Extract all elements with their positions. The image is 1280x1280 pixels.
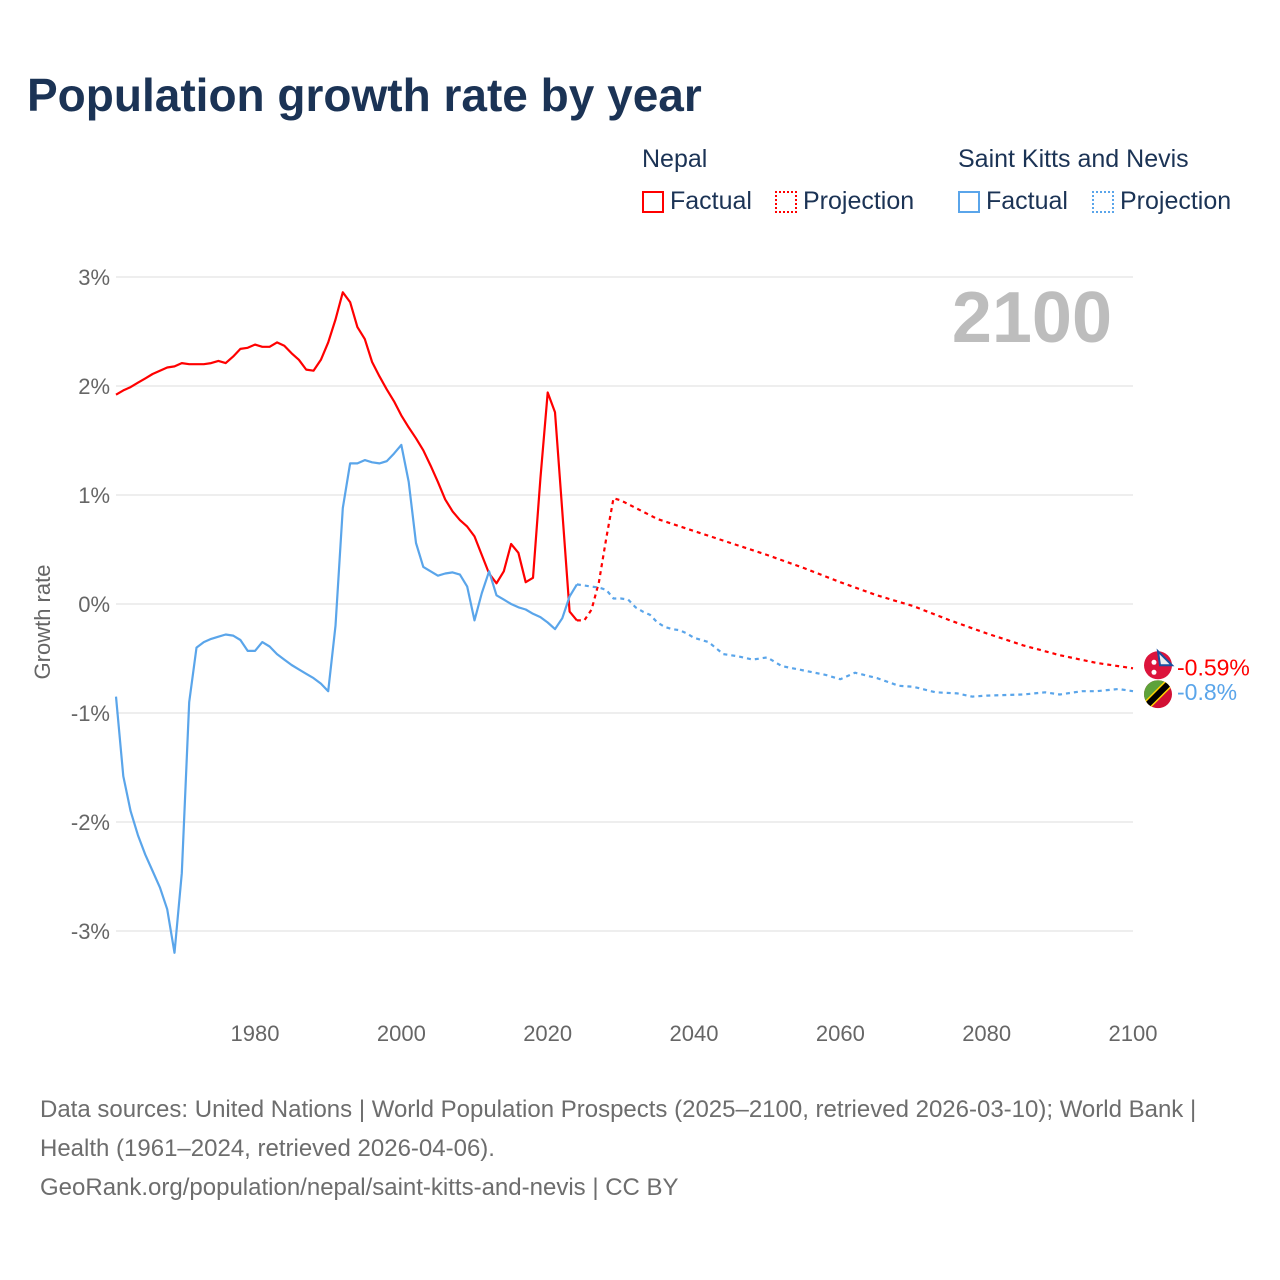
legend-skn-projection[interactable]: Projection	[1092, 187, 1231, 216]
footer: Data sources: United Nations | World Pop…	[40, 1090, 1240, 1207]
y-axis-label: Growth rate	[30, 565, 55, 680]
y-tick-label: 0%	[78, 592, 110, 617]
data-sources: Data sources: United Nations | World Pop…	[40, 1096, 1197, 1162]
flag-sun	[1151, 669, 1157, 675]
series-line-nepal-projection	[576, 497, 1134, 670]
flag-black	[1144, 680, 1172, 709]
flag-moon	[1151, 659, 1157, 665]
y-tick-label: 1%	[78, 483, 110, 508]
x-tick-label: 1980	[231, 1021, 280, 1046]
y-tick-label: -2%	[71, 810, 110, 835]
flag-body	[1144, 680, 1172, 709]
legend-group-nepal: Nepal	[642, 145, 708, 173]
legend-skn-factual[interactable]: Factual	[958, 187, 1068, 216]
chart-title: Population growth rate by year	[27, 69, 702, 121]
end-label-skn: -0.8%	[1177, 679, 1237, 705]
legend-label: Projection	[1120, 187, 1232, 215]
flag-detail	[1156, 648, 1175, 667]
source-link[interactable]: GeoRank.org/population/nepal/saint-kitts…	[40, 1174, 679, 1201]
x-tick-label: 2020	[523, 1021, 572, 1046]
saint-kitts-flag-icon	[1144, 680, 1172, 709]
series-line-saint-kitts-and-nevis-factual	[114, 443, 578, 954]
end-label-nepal: -0.59%	[1177, 654, 1250, 680]
legend-label: Factual	[986, 187, 1068, 215]
legend-nepal-factual[interactable]: Factual	[642, 187, 752, 216]
y-tick-label: -1%	[71, 701, 110, 726]
series-line-nepal-factual	[115, 291, 578, 622]
year-watermark: 2100	[952, 278, 1112, 358]
y-tick-label: 2%	[78, 374, 110, 399]
x-tick-label: 2100	[1109, 1021, 1158, 1046]
y-tick-label: 3%	[78, 265, 110, 290]
legend-nepal-projection[interactable]: Projection	[775, 187, 914, 216]
series-line-saint-kitts-and-nevis-projection	[576, 583, 1134, 698]
legend-swatch-dotted	[1092, 190, 1114, 213]
legend-label: Projection	[803, 187, 915, 215]
x-tick-label: 2060	[816, 1021, 865, 1046]
x-tick-label: 2000	[377, 1021, 426, 1046]
y-tick-label: -3%	[71, 919, 110, 944]
legend-swatch-solid	[958, 190, 980, 213]
legend-swatch-solid	[642, 190, 664, 213]
legend-group-skn: Saint Kitts and Nevis	[958, 145, 1189, 173]
x-tick-label: 2040	[670, 1021, 719, 1046]
nepal-flag-icon	[1144, 648, 1175, 680]
legend-swatch-dotted	[775, 190, 797, 213]
legend-label: Factual	[670, 187, 752, 215]
x-tick-label: 2080	[962, 1021, 1011, 1046]
